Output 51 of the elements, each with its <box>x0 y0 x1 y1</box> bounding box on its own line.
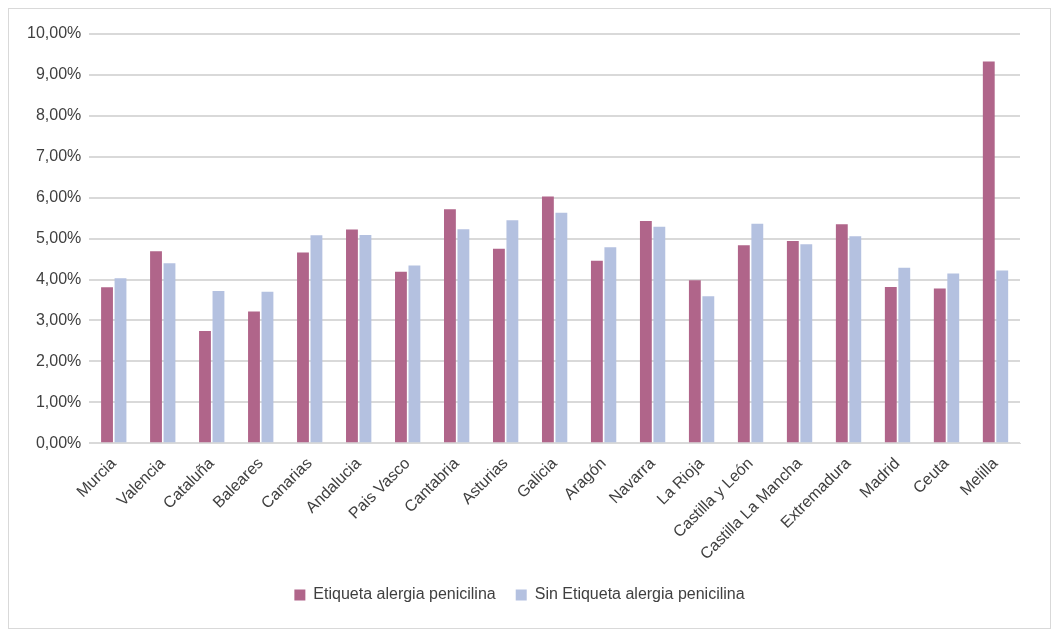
bar <box>395 271 407 443</box>
y-tick-label: 6,00% <box>35 188 82 206</box>
bar <box>541 196 554 443</box>
bar <box>101 287 113 443</box>
bar <box>590 260 603 443</box>
bar <box>212 290 225 443</box>
bar <box>150 251 162 443</box>
bar <box>346 229 358 443</box>
y-tick-label: 3,00% <box>35 310 82 328</box>
bar <box>800 244 813 443</box>
bar <box>639 221 652 443</box>
bar <box>737 245 750 443</box>
bar <box>996 270 1009 443</box>
bar <box>786 241 799 443</box>
y-tick-label: 2,00% <box>35 351 82 369</box>
bar <box>982 61 995 443</box>
bar <box>604 247 617 443</box>
bar <box>163 263 176 443</box>
legend-label: Etiqueta alergia penicilina <box>313 585 496 603</box>
y-tick-label: 1,00% <box>35 392 82 410</box>
bar <box>898 267 911 443</box>
bar <box>359 234 372 443</box>
bar <box>688 280 701 443</box>
bar <box>653 226 666 443</box>
bar <box>492 248 505 443</box>
bar <box>555 212 568 443</box>
y-tick-label: 8,00% <box>35 106 82 124</box>
bar <box>114 278 127 443</box>
bar <box>457 229 470 443</box>
bar <box>297 252 309 443</box>
y-tick-label: 5,00% <box>35 229 82 247</box>
bar <box>408 265 421 443</box>
bar <box>835 224 848 443</box>
bar <box>933 288 946 443</box>
y-tick-label: 0,00% <box>35 433 82 451</box>
y-tick-label: 9,00% <box>35 65 82 83</box>
y-tick-label: 10,00% <box>27 24 82 42</box>
bar <box>751 223 764 443</box>
legend-label: Sin Etiqueta alergia penicilina <box>534 585 745 603</box>
bar <box>947 273 960 443</box>
bar <box>506 220 519 443</box>
bar <box>444 209 456 443</box>
bar <box>884 286 897 443</box>
bar <box>199 331 211 443</box>
bar <box>702 296 715 443</box>
y-tick-label: 7,00% <box>35 147 82 165</box>
bar <box>849 236 862 443</box>
y-tick-label: 4,00% <box>35 269 82 287</box>
bar <box>310 235 323 443</box>
bar <box>261 291 274 443</box>
bar <box>248 311 260 443</box>
